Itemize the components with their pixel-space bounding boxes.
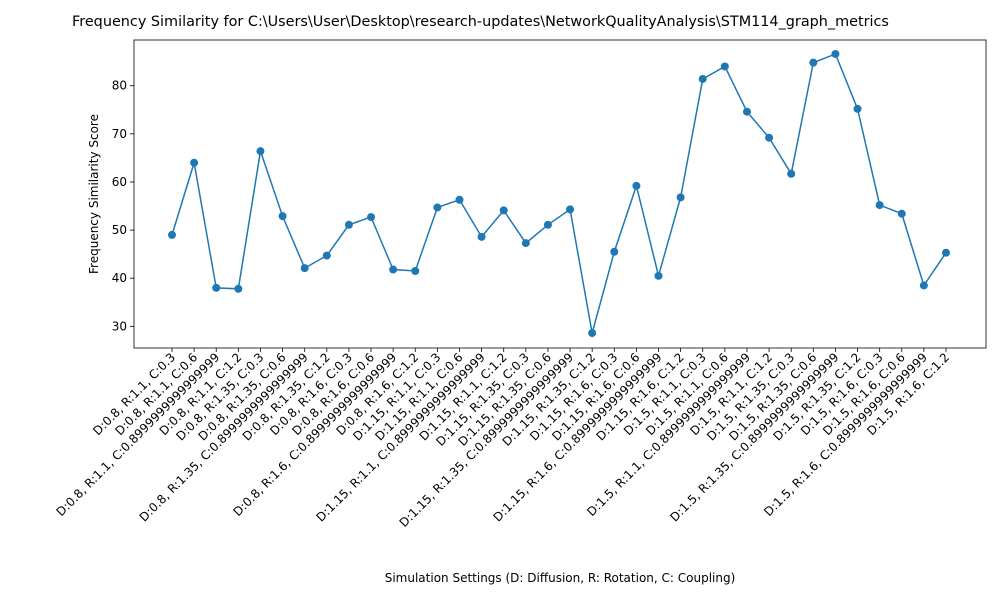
y-axis-label: Frequency Similarity Score — [87, 114, 101, 274]
data-point — [676, 193, 685, 202]
data-point — [521, 239, 530, 248]
data-point — [742, 107, 751, 116]
data-point — [367, 213, 376, 222]
y-tick-label: 50 — [112, 223, 127, 237]
data-point — [212, 283, 221, 292]
data-point — [853, 104, 862, 113]
y-tick-label: 70 — [112, 127, 127, 141]
plot-frame — [133, 39, 987, 349]
data-point — [632, 181, 641, 190]
data-point — [322, 251, 331, 260]
data-point — [897, 209, 906, 218]
data-point — [543, 220, 552, 229]
data-point — [168, 230, 176, 239]
x-axis: D:0.8, R:1.1, C:0.3D:0.8, R:1.1, C:0.6D:… — [54, 348, 952, 530]
data-point — [234, 284, 243, 293]
data-point — [411, 267, 420, 275]
data-point — [455, 195, 464, 204]
data-point — [499, 206, 508, 215]
chart-title: Frequency Similarity for C:\Users\User\D… — [72, 14, 889, 30]
data-point — [720, 62, 729, 71]
data-point — [942, 248, 950, 257]
data-point — [477, 232, 486, 241]
data-point — [765, 133, 774, 142]
data-point — [654, 271, 663, 280]
series-line — [171, 52, 947, 334]
data-point — [300, 264, 309, 273]
data-point — [433, 203, 442, 212]
y-tick-label: 80 — [112, 79, 127, 93]
y-tick-label: 40 — [112, 271, 127, 285]
x-axis-label: Simulation Settings (D: Diffusion, R: Ro… — [385, 571, 736, 585]
data-point — [588, 329, 597, 338]
series-line-group — [168, 49, 950, 338]
data-point — [787, 169, 796, 178]
data-point — [344, 220, 353, 229]
data-point — [698, 74, 707, 83]
data-point — [831, 49, 840, 58]
y-tick-label: 60 — [112, 175, 127, 189]
data-point — [919, 281, 928, 290]
data-point — [190, 158, 199, 167]
data-point — [610, 247, 619, 256]
data-point — [809, 58, 818, 67]
y-axis: 30 40 50 60 70 80 — [112, 79, 134, 333]
data-point — [389, 265, 398, 274]
data-point — [278, 212, 287, 221]
data-point — [875, 201, 884, 210]
data-point — [256, 147, 265, 156]
data-point — [566, 205, 575, 214]
y-tick-label: 30 — [112, 319, 127, 333]
